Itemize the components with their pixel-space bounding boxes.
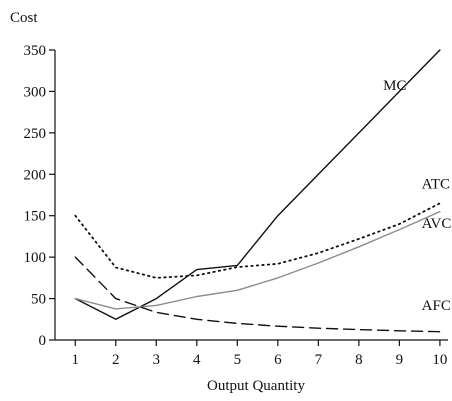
x-tick-label: 3 — [153, 352, 161, 368]
x-tick-label: 4 — [193, 352, 201, 368]
x-tick-label: 9 — [396, 352, 404, 368]
series-line-mc — [74, 49, 441, 320]
series-lines — [74, 49, 441, 333]
series-line-afc — [74, 256, 441, 333]
x-tick-label: 2 — [112, 352, 120, 368]
ticks: 0 50 100 150 200 250 300 350 1 2 3 4 5 6 7 8 9 10 — [24, 43, 448, 368]
x-axis-title: Output Quantity — [207, 378, 305, 394]
x-tick-label: 1 — [72, 352, 80, 368]
x-tick-label: 7 — [315, 352, 323, 368]
series-line-avc — [74, 210, 441, 310]
y-tick-label: 100 — [24, 250, 47, 266]
series-labels: MC ATC AVC AFC — [383, 78, 451, 314]
y-tick-label: 150 — [24, 209, 47, 225]
series-label-mc: MC — [383, 78, 406, 94]
x-tick-label: 5 — [234, 352, 242, 368]
series-line-atc — [74, 202, 441, 279]
y-tick-label: 250 — [24, 126, 47, 142]
y-tick-label: 50 — [31, 292, 46, 308]
y-tick-label: 300 — [24, 84, 47, 100]
y-tick-label: 200 — [24, 167, 47, 183]
series-label-avc: AVC — [422, 216, 452, 232]
y-tick-label: 350 — [24, 43, 47, 59]
series-label-afc: AFC — [422, 298, 451, 314]
x-tick-label: 10 — [432, 352, 447, 368]
axes — [54, 50, 448, 341]
series-label-atc: ATC — [422, 176, 450, 192]
x-tick-label: 8 — [355, 352, 363, 368]
y-tick-label: 0 — [39, 333, 47, 349]
x-tick-label: 6 — [274, 352, 282, 368]
y-axis-title: Cost — [10, 10, 38, 26]
